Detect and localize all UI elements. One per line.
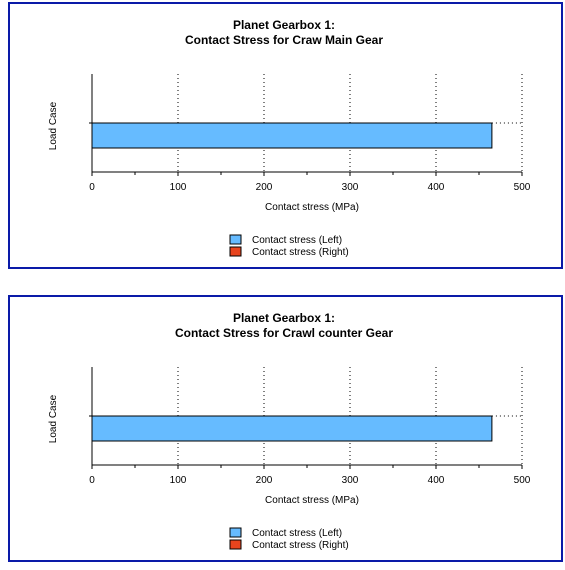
legend-swatch [229,527,242,538]
legend-swatch [229,539,242,550]
y-axis-label: Load Case [48,101,59,150]
chart-subtitle: Contact Stress for Craw Main Gear [185,33,383,47]
chart-title: Planet Gearbox 1: [233,18,335,32]
x-tick-label: 300 [342,182,359,193]
x-tick-label: 0 [89,475,95,486]
legend-label: Contact stress (Left) [252,235,342,246]
legend: Contact stress (Left)Contact stress (Rig… [229,234,349,258]
chart-subtitle: Contact Stress for Crawl counter Gear [175,326,393,340]
y-axis-label: Load Case [48,394,59,443]
chart-panel-top: Planet Gearbox 1: Contact Stress for Cra… [8,2,563,269]
legend-swatch [229,246,242,257]
legend-label: Contact stress (Left) [252,528,342,539]
x-tick-label: 200 [256,475,273,486]
chart-title: Planet Gearbox 1: [233,311,335,325]
x-tick-label: 400 [428,182,445,193]
chart-panel-bottom: Planet Gearbox 1: Contact Stress for Cra… [8,295,563,562]
x-axis-label: Contact stress (MPa) [265,495,359,506]
legend-swatch [229,234,242,245]
plot-area: 0 100 200 300 400 500 [89,74,531,193]
legend-label: Contact stress (Right) [252,540,349,551]
x-tick-label: 100 [170,475,187,486]
x-tick-label: 0 [89,182,95,193]
bar-left [91,122,493,149]
x-tick-label: 500 [514,475,531,486]
x-tick-label: 400 [428,475,445,486]
x-tick-label: 100 [170,182,187,193]
legend-label: Contact stress (Right) [252,247,349,258]
chart-svg: Planet Gearbox 1: Contact Stress for Cra… [48,311,531,551]
bar-left [91,415,493,442]
x-axis-label: Contact stress (MPa) [265,202,359,213]
legend: Contact stress (Left)Contact stress (Rig… [229,527,349,551]
x-tick-label: 500 [514,182,531,193]
x-tick-label: 200 [256,182,273,193]
chart-svg: Planet Gearbox 1: Contact Stress for Cra… [48,18,531,258]
x-tick-label: 300 [342,475,359,486]
plot-area: 0 100 200 300 400 500 [89,367,531,486]
